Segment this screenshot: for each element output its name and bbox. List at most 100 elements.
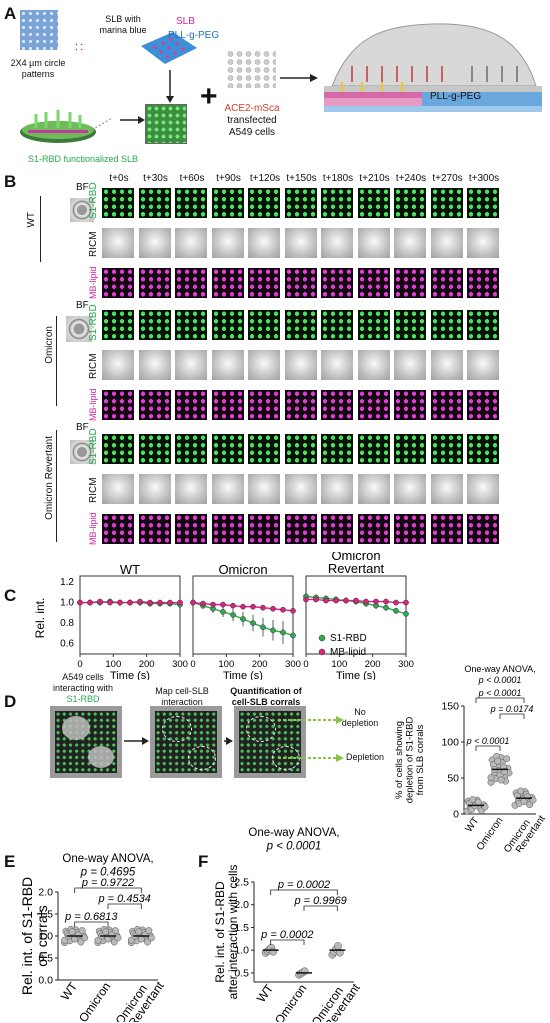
c-point <box>190 599 196 606</box>
ricm-tile <box>357 228 390 258</box>
ricm-tile <box>394 474 426 504</box>
plus-sign: + <box>200 80 218 113</box>
time-label: t+300s <box>468 173 500 184</box>
c-point <box>363 598 369 605</box>
depletion-label: Depletion <box>346 752 385 762</box>
data-point <box>526 801 534 809</box>
bf-image-revertant <box>70 440 94 464</box>
group-label-wt: WT <box>26 212 37 228</box>
mblipid-tile <box>284 268 317 298</box>
c-point <box>403 599 409 606</box>
c-point <box>230 612 236 618</box>
c-point <box>117 599 123 606</box>
c-point <box>77 599 83 606</box>
ricm-tile <box>248 350 280 380</box>
ricm-tile <box>357 474 390 504</box>
ricm-tile <box>102 474 134 504</box>
mblipid-tile <box>467 268 499 298</box>
channel-label: MB-lipid <box>88 388 98 421</box>
step3-image <box>234 706 306 778</box>
ricm-tile <box>430 350 463 380</box>
mblipid-tile <box>394 268 426 298</box>
c-point <box>107 599 113 606</box>
c-point <box>147 599 153 606</box>
c-point <box>210 601 216 608</box>
data-point <box>114 934 122 942</box>
s1rbd-tile <box>321 434 353 464</box>
s1rbd-tile <box>102 434 134 464</box>
ricm-tile <box>284 474 317 504</box>
c-point <box>177 599 183 606</box>
slb-marina-label: SLB with marina blue <box>99 14 147 35</box>
ricm-tile <box>138 228 171 258</box>
c-point <box>343 597 349 604</box>
mblipid-tile <box>102 514 134 544</box>
c-point <box>373 598 379 605</box>
anova-label: One-way ANOVA, <box>464 664 535 674</box>
data-point <box>487 774 495 782</box>
ricm-tile <box>284 350 317 380</box>
c-point <box>230 602 236 609</box>
step3-label: Quantification of cell-SLB corrals <box>230 686 302 707</box>
mblipid-tile <box>211 268 244 298</box>
time-label: t+150s <box>286 173 317 184</box>
ricm-tile <box>357 350 390 380</box>
s1rbd-tile <box>248 434 280 464</box>
mblipid-tile <box>357 268 390 298</box>
c-plot-frame <box>79 575 181 655</box>
channel-label: MB-lipid <box>88 512 98 545</box>
data-point <box>112 927 119 935</box>
ytick: 1.5 <box>38 909 53 921</box>
ytick: 2.5 <box>234 877 249 889</box>
mblipid-tile <box>175 514 207 544</box>
data-point <box>102 928 109 936</box>
ytick: 1.0 <box>234 945 249 957</box>
c-point <box>290 607 296 614</box>
mblipid-tile <box>248 268 280 298</box>
ytick: 0.5 <box>234 967 249 979</box>
significance-bracket <box>74 887 142 893</box>
s1rbd-tile <box>394 310 426 340</box>
c-title: WT <box>120 562 140 577</box>
time-label: t+90s <box>216 173 241 184</box>
mblipid-tile <box>248 514 280 544</box>
c-point <box>303 596 309 603</box>
s1rbd-tile <box>321 310 353 340</box>
group-bar-wt <box>40 196 41 262</box>
mblipid-tile <box>394 514 426 544</box>
ricm-tile <box>102 350 134 380</box>
data-point <box>494 757 502 765</box>
data-point <box>501 768 508 776</box>
bf-label-revertant: BF <box>76 422 89 433</box>
c-point <box>240 603 246 610</box>
s1rbd-tile <box>175 310 207 340</box>
channel-label: S1-RBD <box>88 182 99 219</box>
c-point <box>353 597 359 604</box>
s1rbd-tile <box>394 188 426 218</box>
data-point <box>68 928 76 936</box>
vesicles-icon <box>74 42 86 54</box>
s1rbd-tile <box>430 434 463 464</box>
c-legend-marker <box>318 648 326 656</box>
significance-bracket <box>303 905 338 911</box>
s1rbd-slb-square <box>145 104 187 144</box>
c-point <box>270 627 276 634</box>
panel-a-arrows <box>120 70 174 124</box>
ricm-tile <box>321 228 353 258</box>
significance-bracket <box>74 921 109 927</box>
bf-label-wt: BF <box>76 182 89 193</box>
s1rbd-tile <box>138 188 171 218</box>
s1rbd-dome-diagram <box>20 110 113 143</box>
data-point <box>135 928 143 936</box>
ricm-tile <box>175 350 207 380</box>
pattern-label: 2X4 µm circle patterns <box>10 58 66 79</box>
c-xtick: 0 <box>190 659 195 670</box>
ricm-tile <box>284 228 317 258</box>
c-ytick: 1.2 <box>60 577 74 588</box>
anova-label: One-way ANOVA, <box>248 827 339 839</box>
ricm-tile <box>211 474 244 504</box>
c-xlabel: Time (s) <box>110 670 150 680</box>
mblipid-tile <box>211 514 244 544</box>
panel-a-label: A <box>4 4 17 23</box>
ricm-tile <box>321 350 353 380</box>
